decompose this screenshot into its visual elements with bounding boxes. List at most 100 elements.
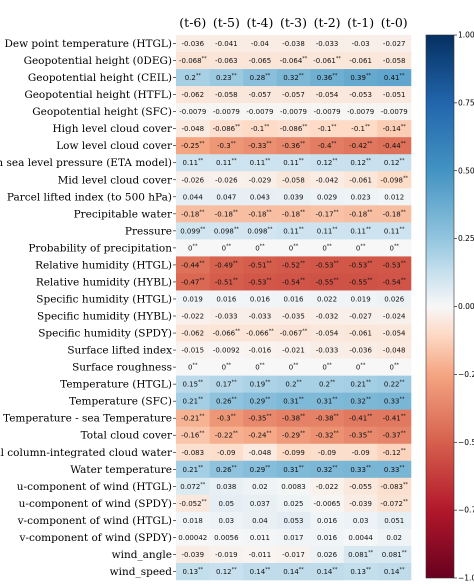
cell-value-label: -0.38** <box>282 414 306 423</box>
cell-value-label: -0.021 <box>282 347 305 355</box>
heatmap-cell <box>276 511 311 530</box>
cell-value-label: -0.1** <box>318 124 337 133</box>
cell-value-label: -0.016 <box>249 347 272 355</box>
heatmap-cell <box>310 103 345 121</box>
row-label: Mean sea level pressure (ETA model) <box>0 157 172 169</box>
heatmap-cell <box>243 205 278 223</box>
cell-value-label: -0.32** <box>316 431 340 440</box>
heatmap-cell <box>310 426 345 445</box>
heatmap-cell <box>176 222 210 240</box>
cell-value-label: -0.14** <box>383 124 407 133</box>
heatmap-cell <box>377 290 412 308</box>
heatmap-cell <box>209 256 244 274</box>
heatmap-cell <box>343 477 378 496</box>
cell-value-label: -0.53** <box>316 260 340 269</box>
cell-value-label: 0.017 <box>283 534 303 542</box>
heatmap-cell <box>209 426 244 445</box>
cell-value-label: -0.42** <box>349 141 373 150</box>
heatmap-cell <box>276 324 311 342</box>
heatmap-cell <box>276 341 311 359</box>
cell-value-label: 0.0083 <box>281 483 306 491</box>
row-label: Relative humidity (HYBL) <box>36 276 172 288</box>
significance-marker: ** <box>202 56 208 62</box>
significance-marker: ** <box>368 550 374 556</box>
cell-value-label: 0.098** <box>247 226 273 235</box>
heatmap-cell <box>243 562 278 581</box>
cell-value-label: 0.05 <box>219 500 235 508</box>
cell-value-label: -0.0092 <box>213 347 240 355</box>
cell-value-label: 0** <box>255 243 265 252</box>
cell-value-label: -0.022 <box>316 483 339 491</box>
heatmap-cell <box>243 528 278 547</box>
cell-value-label: 0.011 <box>250 534 270 542</box>
heatmap-cell <box>343 154 378 172</box>
significance-marker: ** <box>403 499 409 505</box>
significance-marker: ** <box>233 431 239 437</box>
heatmap-cell <box>243 290 278 308</box>
significance-marker: ** <box>400 567 406 573</box>
cell-value-label: 0** <box>389 363 399 372</box>
cell-value-label: 0.016 <box>283 295 304 303</box>
significance-marker: ** <box>198 397 204 403</box>
heatmap-cell <box>209 120 244 138</box>
significance-marker: ** <box>332 567 338 573</box>
significance-marker: ** <box>232 465 238 471</box>
heatmap-cell <box>176 392 210 410</box>
cell-value-label: -0.027 <box>383 40 406 48</box>
row-label: v-component of wind (HTGL) <box>17 515 172 527</box>
heatmap-cell <box>176 511 210 530</box>
heatmap-cell <box>377 307 412 325</box>
significance-marker: ** <box>266 260 272 266</box>
row-label: Parcel lifted index (to 500 hPa) <box>7 191 172 203</box>
significance-marker: ** <box>199 260 205 266</box>
heatmap-cell <box>343 562 378 581</box>
cell-value-label: -0.18** <box>383 209 407 218</box>
colorbar-tick-label: 0.25 <box>458 234 474 243</box>
cell-value-label: -0.039 <box>349 500 372 508</box>
significance-marker: ** <box>196 73 202 79</box>
heatmap-cell <box>176 324 210 342</box>
heatmap-cell <box>176 120 210 138</box>
cell-value-label: 0.22** <box>384 380 405 389</box>
heatmap-cell <box>343 409 378 428</box>
significance-marker: ** <box>332 73 338 79</box>
significance-marker: ** <box>401 277 407 283</box>
heatmap-cell <box>176 358 210 376</box>
significance-marker: ** <box>198 380 204 386</box>
cell-value-label: 0.14** <box>250 567 271 576</box>
cell-value-label: 0.21** <box>182 465 203 474</box>
cell-value-label: -0.53** <box>383 260 407 269</box>
significance-marker: ** <box>260 243 266 249</box>
significance-marker: ** <box>402 550 408 556</box>
cell-value-label: -0.053 <box>349 91 372 99</box>
heatmap-cell <box>176 188 210 206</box>
heatmap-cell <box>209 562 244 581</box>
significance-marker: ** <box>233 260 239 266</box>
heatmap-cell <box>176 290 210 308</box>
heatmap-cell <box>243 511 278 530</box>
cell-value-label: 0.043 <box>250 193 270 201</box>
significance-marker: ** <box>327 243 333 249</box>
cell-value-label: 0.012 <box>384 193 404 201</box>
heatmap-cell <box>343 392 378 410</box>
cell-value-label: -0.12** <box>383 448 407 457</box>
heatmap-cell <box>343 52 378 70</box>
cell-value-label: -0.066** <box>213 329 241 338</box>
cell-value-label: -0.0079 <box>213 108 240 116</box>
heatmap-cell <box>377 562 412 581</box>
heatmap-cell <box>243 86 278 104</box>
cell-value-label: -0.18** <box>181 209 205 218</box>
cell-value-label: 0.044 <box>183 193 204 201</box>
cell-value-label: -0.041 <box>215 40 238 48</box>
row-label: wind_angle <box>112 549 172 561</box>
cell-value-label: -0.0079 <box>314 108 341 116</box>
column-label: (t-1) <box>347 15 374 30</box>
heatmap-cell <box>310 562 345 581</box>
heatmap-cell <box>176 69 210 87</box>
cell-value-label: -0.062 <box>181 91 204 99</box>
cell-value-label: 0.047 <box>216 193 236 201</box>
heatmap-cell <box>343 460 378 479</box>
heatmap-cell <box>209 477 244 496</box>
heatmap-cell <box>209 86 244 104</box>
